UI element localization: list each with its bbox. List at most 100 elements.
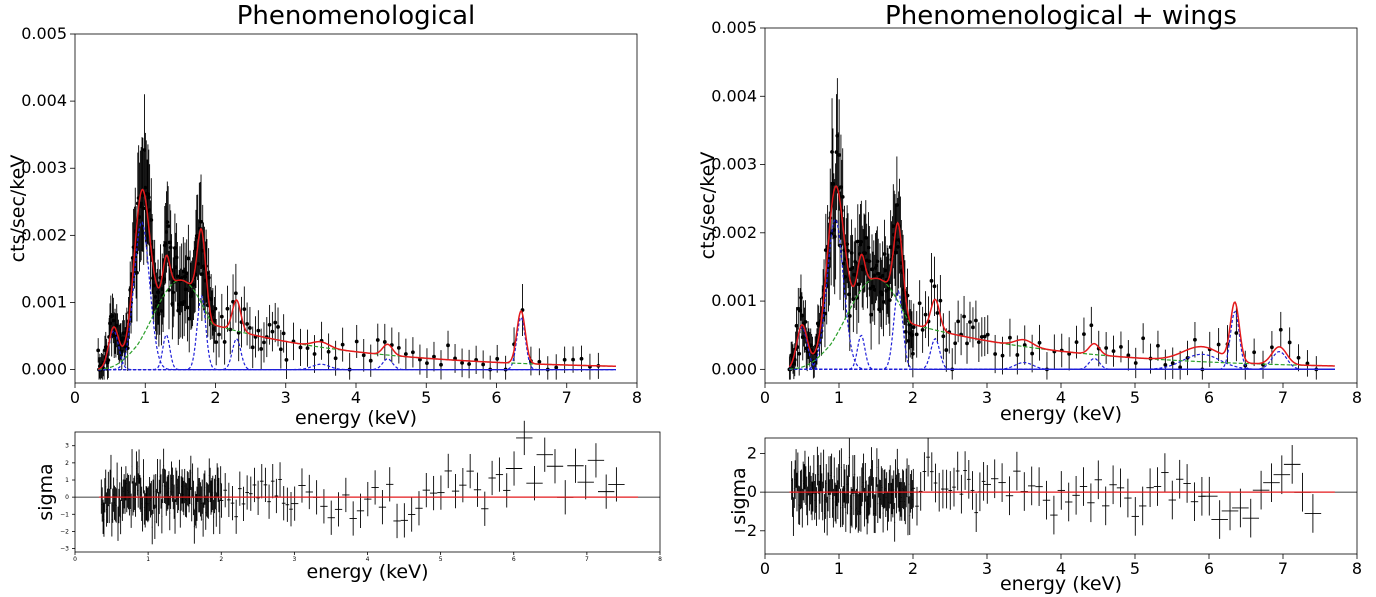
y-tick-label: 0.002 xyxy=(21,225,67,244)
y-axis-label: cts/sec/keV xyxy=(7,155,29,263)
data-point xyxy=(1193,337,1197,342)
data-point xyxy=(847,314,852,318)
data-point xyxy=(312,352,317,356)
data-point xyxy=(1163,362,1168,367)
y-tick-label: 0.000 xyxy=(21,360,67,379)
data-point xyxy=(446,343,450,348)
residuals-panel-phenomenological-wings: energy (keV) sigma 0 1 2 3 4 5 6 7 8−202 xyxy=(728,437,1362,595)
data-point xyxy=(920,327,925,332)
data-point xyxy=(1030,351,1035,356)
data-point xyxy=(217,332,221,337)
data-point xyxy=(1082,332,1086,337)
x-tick-label: 2 xyxy=(210,388,220,407)
data-point xyxy=(887,298,892,303)
y-tick-label: 1 xyxy=(65,477,69,484)
y-tick-label: −1 xyxy=(60,511,69,518)
x-axis-label: energy (keV) xyxy=(1000,403,1122,425)
residual-points xyxy=(791,437,1322,542)
data-point xyxy=(273,320,278,325)
data-point xyxy=(165,220,170,224)
data-point xyxy=(156,312,161,316)
total-model-curve xyxy=(788,185,1335,368)
x-tick-label: 2 xyxy=(219,556,223,563)
x-tick-label: 5 xyxy=(1130,388,1140,407)
data-point xyxy=(837,153,842,157)
data-point xyxy=(222,340,227,344)
y-tick-label: 0.004 xyxy=(711,86,757,105)
data-point xyxy=(354,339,359,344)
data-point xyxy=(411,350,415,355)
y-tick-label: −2 xyxy=(733,521,757,540)
data-point xyxy=(974,318,978,323)
y-tick-label: 2 xyxy=(65,460,69,467)
x-axis-label: energy (keV) xyxy=(306,561,428,583)
data-point xyxy=(971,325,975,330)
data-point xyxy=(267,322,272,327)
data-point xyxy=(938,298,943,303)
plot-area: 0 1 2 3 4 5 6 7 8−202 xyxy=(733,437,1362,578)
data-point xyxy=(1234,331,1239,335)
data-point xyxy=(1015,353,1020,357)
data-point xyxy=(382,340,387,344)
y-tick-label: 0.002 xyxy=(711,223,757,242)
data-point xyxy=(982,334,987,339)
data-point xyxy=(1252,350,1257,355)
data-point xyxy=(1126,353,1131,358)
x-tick-label: 0 xyxy=(73,556,77,563)
data-point xyxy=(1141,336,1146,341)
x-axis-label: energy (keV) xyxy=(1000,573,1122,595)
data-point xyxy=(481,362,486,367)
data-point xyxy=(460,360,464,365)
data-point xyxy=(1008,335,1012,340)
data-point xyxy=(185,305,190,310)
data-point xyxy=(174,255,179,260)
data-point xyxy=(396,345,401,350)
residuals-panel-phenomenological: energy (keV) sigma 0 1 2 3 4 5 6 7 8 −3 −2 −1 0 1 2 3 xyxy=(35,420,662,583)
data-point xyxy=(256,328,261,333)
x-tick-label: 0 xyxy=(760,388,770,407)
plot-area: 0 1 2 3 4 5 6 7 8 −3 −2 −1 0 1 2 3 xyxy=(60,420,662,563)
x-tick-label: 4 xyxy=(351,388,361,407)
data-point xyxy=(439,362,443,367)
y-tick-label: 0.005 xyxy=(21,24,67,43)
x-tick-label: 4 xyxy=(1056,559,1066,578)
x-tick-label: 0 xyxy=(70,388,80,407)
data-point xyxy=(962,314,966,319)
data-point xyxy=(418,357,422,362)
line-component xyxy=(98,316,616,371)
data-point xyxy=(368,358,373,363)
y-tick-label: 0 xyxy=(65,494,69,501)
data-point xyxy=(993,352,998,356)
x-tick-label: 6 xyxy=(1204,388,1214,407)
data-point xyxy=(840,194,845,199)
data-point xyxy=(846,248,850,253)
data-point xyxy=(326,349,331,354)
data-point xyxy=(199,219,203,224)
y-tick-label: 0.001 xyxy=(711,291,757,310)
data-point xyxy=(281,331,286,336)
data-point xyxy=(881,300,886,304)
data-point xyxy=(1305,361,1310,366)
x-tick-label: 7 xyxy=(1278,559,1288,578)
data-point xyxy=(905,293,910,298)
data-point xyxy=(305,346,310,351)
data-point xyxy=(278,347,283,352)
data-point xyxy=(1119,345,1123,349)
data-point xyxy=(953,341,958,346)
panel-title: Phenomenological xyxy=(237,1,476,31)
x-tick-label: 6 xyxy=(512,556,516,563)
data-point xyxy=(219,314,224,319)
y-axis-label: sigma xyxy=(728,467,750,524)
x-tick-label: 1 xyxy=(140,388,150,407)
line-component xyxy=(789,351,1335,370)
data-point xyxy=(425,361,429,366)
data-point xyxy=(298,345,303,350)
y-axis-label: sigma xyxy=(35,463,57,520)
data-point xyxy=(171,290,176,295)
data-point xyxy=(141,206,146,211)
data-point xyxy=(96,348,101,353)
x-tick-label: 8 xyxy=(1352,559,1362,578)
x-tick-label: 4 xyxy=(366,556,370,563)
x-tick-label: 7 xyxy=(562,388,572,407)
